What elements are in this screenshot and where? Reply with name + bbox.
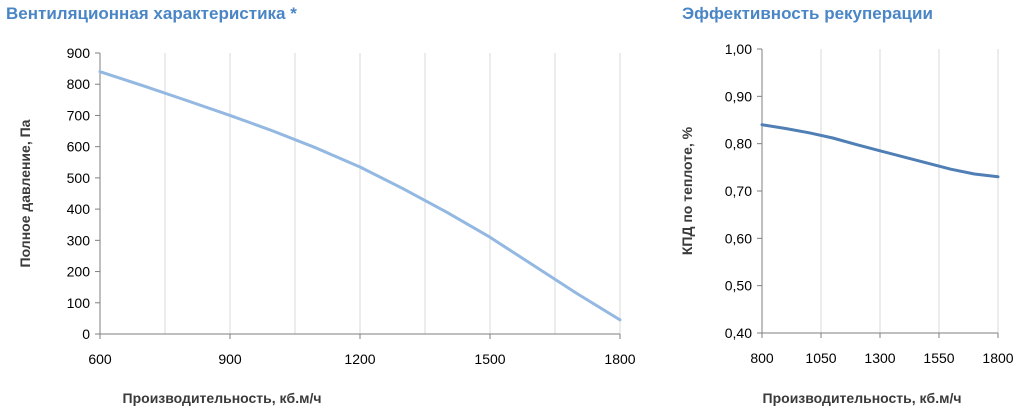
x-tick-label: 1800 [982,350,1013,366]
x-tick-label: 900 [218,351,242,367]
y-axis-label: Полное давление, Па [17,119,33,267]
y-tick-label: 400 [67,201,91,217]
ventilation-chart: 0 100 200 300 400 500 600 700 800 900 600 900 1200 15… [17,45,636,406]
y-tick-label: 0,40 [725,325,752,341]
chart-title-recuperation: Эффективность рекуперации [682,4,933,23]
y-tick-label: 600 [67,139,91,155]
series-line [98,70,622,322]
x-tick-label: 1200 [344,351,375,367]
y-tick-label: 0,90 [725,88,752,104]
y-tick-label: 0,70 [725,183,752,199]
y-tick-label: 200 [67,264,91,280]
y-tick-label: 700 [67,107,91,123]
y-tick-label: 100 [67,295,91,311]
y-tick-label: 800 [67,76,91,92]
x-tick-label: 1300 [864,350,895,366]
series-line [760,123,1000,179]
y-tick-label: 1,00 [725,41,752,57]
x-tick-label: 1800 [604,351,635,367]
y-axis-label: КПД по теплоте, % [679,126,695,255]
x-tick-label: 1550 [923,350,954,366]
x-tick-label: 1500 [474,351,505,367]
chart-title-ventilation: Вентиляционная характеристика * [6,4,297,23]
y-tick-label: 0,80 [725,136,752,152]
recuperation-chart: 0,40 0,50 0,60 0,70 0,80 0,90 1,00 800 1050 1300 1… [679,41,1014,406]
y-tick-label: 500 [67,170,91,186]
x-tick-label: 1050 [805,350,836,366]
x-axis-label: Производительность, кб.м/ч [763,390,962,406]
y-tick-label: 900 [67,45,91,61]
y-tick-label: 300 [67,232,91,248]
y-tick-label: 0,50 [725,278,752,294]
x-axis-label: Производительность, кб.м/ч [123,390,322,406]
x-tick-label: 600 [88,351,112,367]
y-tick-label: 0,60 [725,230,752,246]
y-tick-label: 0 [82,326,90,342]
x-tick-label: 800 [750,350,774,366]
